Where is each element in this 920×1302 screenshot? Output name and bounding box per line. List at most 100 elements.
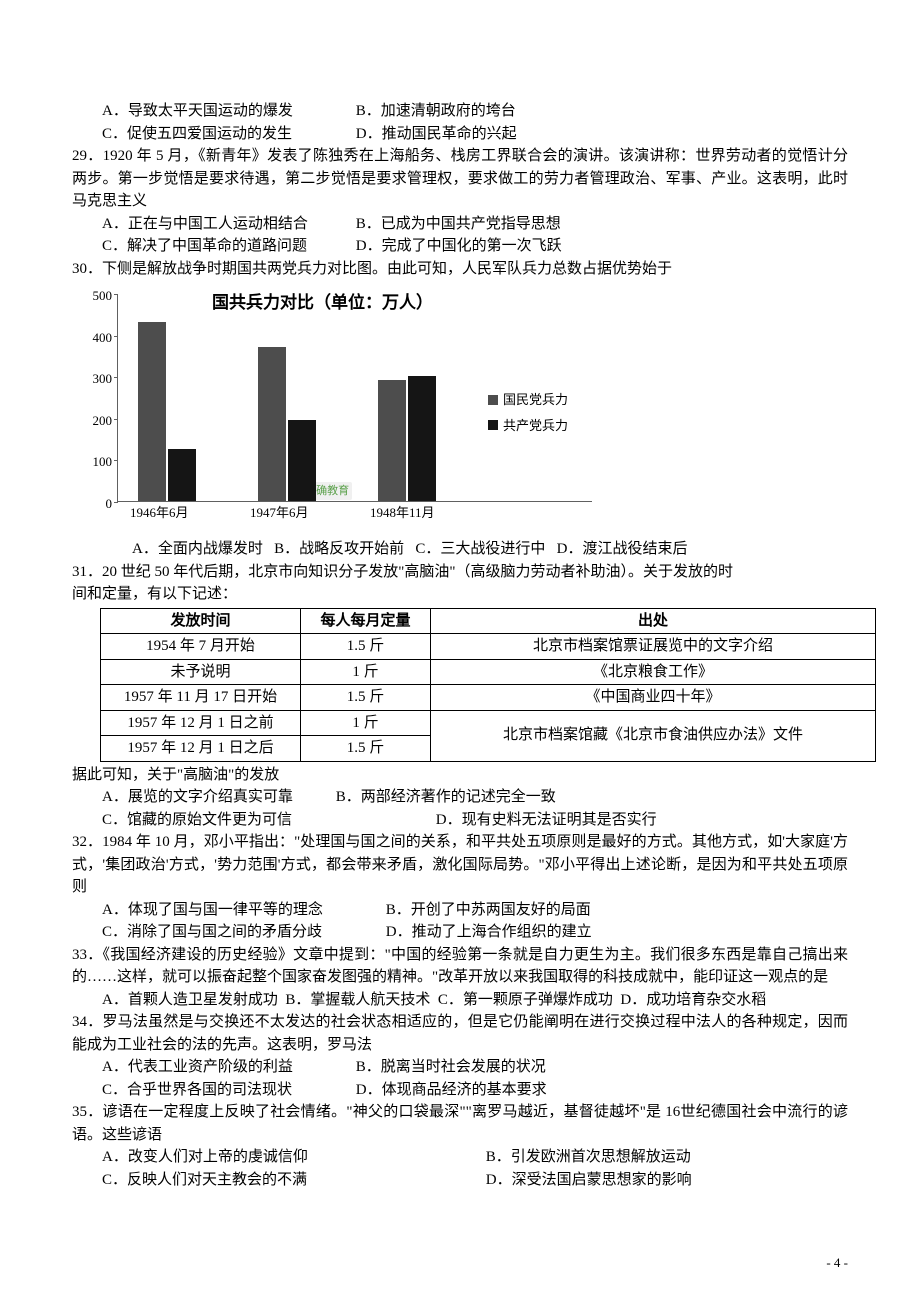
q29-options-row1: A．正在与中国工人运动相结合 B．已成为中国共产党指导思想	[72, 213, 848, 236]
legend-item-gmd: 国民党兵力	[488, 390, 568, 410]
cell-source-3: 北京市档案馆藏《北京市食油供应办法》文件	[431, 710, 876, 761]
q35-opt-c: C．反映人们对天主教会的不满	[102, 1169, 482, 1192]
cell-source-1: 《北京粮食工作》	[431, 659, 876, 685]
q29-stem: 29．1920 年 5 月，《新青年》发表了陈独秀在上海船务、栈房工界联合会的演…	[72, 145, 848, 213]
y-tick-label: 200	[80, 411, 112, 431]
q34-opt-a: A．代表工业资产阶级的利益	[102, 1056, 352, 1079]
q33-options: A．首颗人造卫星发射成功 B．掌握载人航天技术 C．第一颗原子弹爆炸成功 D．成…	[72, 989, 848, 1012]
document-body: A．导致太平天国运动的爆发 B．加速清朝政府的垮台 C．促使五四爱国运动的发生 …	[72, 100, 848, 1191]
y-tick-mark	[114, 419, 118, 420]
q29-opt-a: A．正在与中国工人运动相结合	[102, 213, 352, 236]
y-tick-label: 300	[80, 369, 112, 389]
q33-opt-a: A．首颗人造卫星发射成功	[102, 992, 278, 1008]
q31-opt-d: D．现有史料无法证明其是否实行	[436, 809, 657, 832]
page-number: - 4 -	[826, 1253, 848, 1273]
y-tick-mark	[114, 377, 118, 378]
bar-chart: 国共兵力对比（单位：万人） 国民党兵力 共产党兵力 @正确教育 01002003…	[72, 284, 602, 534]
q28-opt-c: C．促使五四爱国运动的发生	[102, 123, 352, 146]
legend-label-ccp: 共产党兵力	[503, 416, 568, 436]
q29-opt-c: C．解决了中国革命的道路问题	[102, 235, 352, 258]
legend-item-ccp: 共产党兵力	[488, 416, 568, 436]
q32-opt-b: B．开创了中苏两国友好的局面	[386, 899, 591, 922]
y-tick-label: 100	[80, 452, 112, 472]
th-amount: 每人每月定量	[301, 608, 431, 634]
cell-amount-2: 1.5 斤	[301, 685, 431, 711]
q28-options-row1: A．导致太平天国运动的爆发 B．加速清朝政府的垮台	[72, 100, 848, 123]
cell-source-2: 《中国商业四十年》	[431, 685, 876, 711]
q29-opt-b: B．已成为中国共产党指导思想	[356, 213, 561, 236]
q34-stem: 34．罗马法虽然是与交换还不太发达的社会状态相适应的，但是它仍能阐明在进行交换过…	[72, 1011, 848, 1056]
q28-opt-d: D．推动国民革命的兴起	[356, 123, 517, 146]
q31-stem2: 间和定量，有以下记述：	[72, 583, 848, 606]
q32-options-row2: C．消除了国与国之间的矛盾分歧 D．推动了上海合作组织的建立	[72, 921, 848, 944]
q29-opt-d: D．完成了中国化的第一次飞跃	[356, 235, 562, 258]
q29-options-row2: C．解决了中国革命的道路问题 D．完成了中国化的第一次飞跃	[72, 235, 848, 258]
q34-opt-c: C．合乎世界各国的司法现状	[102, 1079, 352, 1102]
q32-opt-d: D．推动了上海合作组织的建立	[386, 921, 592, 944]
legend-swatch-ccp	[488, 420, 498, 430]
q35-options-row1: A．改变人们对上帝的虔诚信仰 B．引发欧洲首次思想解放运动	[72, 1146, 848, 1169]
y-tick-mark	[114, 502, 118, 503]
y-tick-mark	[114, 336, 118, 337]
q32-opt-c: C．消除了国与国之间的矛盾分歧	[102, 921, 382, 944]
x-axis-label: 1946年6月	[130, 503, 189, 523]
y-tick-mark	[114, 294, 118, 295]
q31-options-row1: A．展览的文字介绍真实可靠 B．两部经济著作的记述完全一致	[72, 786, 848, 809]
table-row: 1957 年 12 月 1 日之前 1 斤 北京市档案馆藏《北京市食油供应办法》…	[101, 710, 876, 736]
cell-time-4: 1957 年 12 月 1 日之后	[101, 736, 301, 762]
cell-amount-4: 1.5 斤	[301, 736, 431, 762]
bar	[168, 449, 196, 501]
bar	[378, 380, 406, 501]
th-source: 出处	[431, 608, 876, 634]
q33-stem: 33．《我国经济建设的历史经验》文章中提到："中国的经验第一条就是自力更生为主。…	[72, 944, 848, 989]
q30-options: A．全面内战爆发时 B．战略反攻开始前 C．三大战役进行中 D．渡江战役结束后	[72, 538, 848, 561]
q30-opt-d: D．渡江战役结束后	[557, 541, 688, 557]
table-header-row: 发放时间 每人每月定量 出处	[101, 608, 876, 634]
y-axis-line	[117, 294, 118, 502]
table-row: 未予说明 1 斤 《北京粮食工作》	[101, 659, 876, 685]
q31-opt-b: B．两部经济著作的记述完全一致	[336, 786, 556, 809]
table-row: 1957 年 11 月 17 日开始 1.5 斤 《中国商业四十年》	[101, 685, 876, 711]
cell-amount-1: 1 斤	[301, 659, 431, 685]
q33-opt-b: B．掌握载人航天技术	[285, 992, 430, 1008]
cell-time-0: 1954 年 7 月开始	[101, 634, 301, 660]
x-axis-label: 1948年11月	[370, 503, 435, 523]
chart-legend: 国民党兵力 共产党兵力	[488, 390, 568, 441]
q35-opt-b: B．引发欧洲首次思想解放运动	[486, 1146, 691, 1169]
q35-options-row2: C．反映人们对天主教会的不满 D．深受法国启蒙思想家的影响	[72, 1169, 848, 1192]
y-tick-label: 400	[80, 328, 112, 348]
q31-table: 发放时间 每人每月定量 出处 1954 年 7 月开始 1.5 斤 北京市档案馆…	[100, 608, 876, 762]
q28-opt-b: B．加速清朝政府的垮台	[356, 100, 516, 123]
x-axis-label: 1947年6月	[250, 503, 309, 523]
y-tick-label: 500	[80, 286, 112, 306]
bar	[288, 420, 316, 501]
cell-amount-3: 1 斤	[301, 710, 431, 736]
q32-opt-a: A．体现了国与国一律平等的理念	[102, 899, 382, 922]
q31-opt-a: A．展览的文字介绍真实可靠	[102, 786, 332, 809]
q31-stem1: 31．20 世纪 50 年代后期，北京市向知识分子发放"高脑油"（高级脑力劳动者…	[72, 561, 848, 584]
cell-time-1: 未予说明	[101, 659, 301, 685]
q35-stem: 35．谚语在一定程度上反映了社会情绪。"神父的口袋最深""离罗马越近，基督徒越坏…	[72, 1101, 848, 1146]
q35-opt-d: D．深受法国启蒙思想家的影响	[486, 1169, 692, 1192]
q30-opt-c: C．三大战役进行中	[415, 541, 545, 557]
th-time: 发放时间	[101, 608, 301, 634]
q34-opt-b: B．脱离当时社会发展的状况	[356, 1056, 546, 1079]
q33-opt-c: C．第一颗原子弹爆炸成功	[438, 992, 613, 1008]
q31-options-row2: C．馆藏的原始文件更为可信 D．现有史料无法证明其是否实行	[72, 809, 848, 832]
q32-stem: 32．1984 年 10 月，邓小平指出："处理国与国之间的关系，和平共处五项原…	[72, 831, 848, 899]
cell-time-2: 1957 年 11 月 17 日开始	[101, 685, 301, 711]
q34-options-row1: A．代表工业资产阶级的利益 B．脱离当时社会发展的状况	[72, 1056, 848, 1079]
bar	[408, 376, 436, 501]
q31-followup: 据此可知，关于"高脑油"的发放	[72, 764, 848, 787]
y-tick-label: 0	[80, 494, 112, 514]
legend-swatch-gmd	[488, 395, 498, 405]
q32-options-row1: A．体现了国与国一律平等的理念 B．开创了中苏两国友好的局面	[72, 899, 848, 922]
q28-options-row2: C．促使五四爱国运动的发生 D．推动国民革命的兴起	[72, 123, 848, 146]
bar	[258, 347, 286, 501]
q31-opt-c: C．馆藏的原始文件更为可信	[102, 809, 432, 832]
table-row: 1954 年 7 月开始 1.5 斤 北京市档案馆票证展览中的文字介绍	[101, 634, 876, 660]
y-tick-mark	[114, 460, 118, 461]
bar	[138, 322, 166, 501]
q30-stem: 30．下侧是解放战争时期国共两党兵力对比图。由此可知，人民军队兵力总数占据优势始…	[72, 258, 848, 281]
cell-time-3: 1957 年 12 月 1 日之前	[101, 710, 301, 736]
